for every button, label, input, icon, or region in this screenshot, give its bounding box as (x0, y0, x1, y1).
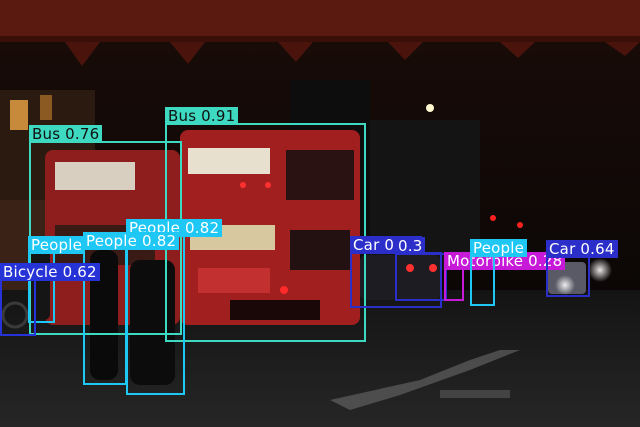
detection-label: Bicycle 0.62 (0, 263, 100, 281)
detection-label: People (28, 236, 86, 254)
detection-label: Car 0.64 (546, 240, 618, 258)
detection-box-people: People 0.82 (126, 219, 223, 395)
detection-label: Bus 0.91 (165, 107, 239, 125)
detection-box-bicycle: Bicycle 0.62 (0, 263, 100, 336)
detection-box-people: People 0.82 (83, 232, 180, 385)
detection-label: People (470, 239, 528, 257)
detection-box-car: 0.3 (395, 237, 447, 301)
detection-box-car: Car 0.64 (546, 240, 618, 297)
detection-box-motorbike: Motorbike 0.28 (444, 252, 566, 301)
detection-box-people: People (470, 239, 528, 306)
detection-label: 0.3 (395, 237, 426, 255)
detection-label: People 0.82 (83, 232, 180, 250)
detection-box-people: People (28, 236, 86, 323)
detection-label: Bus 0.76 (29, 125, 103, 143)
